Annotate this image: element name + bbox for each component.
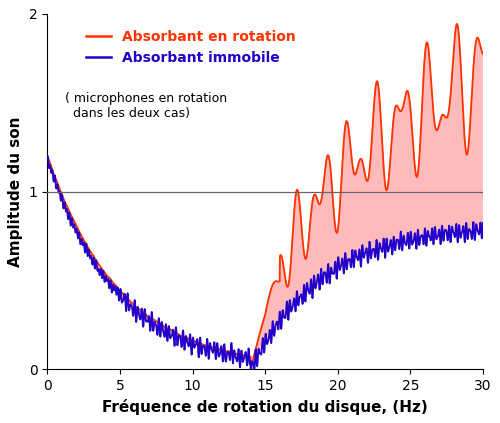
Text: ( microphones en rotation
  dans les deux cas): ( microphones en rotation dans les deux …: [65, 92, 227, 120]
Y-axis label: Amplitude du son: Amplitude du son: [8, 116, 24, 267]
X-axis label: Fréquence de rotation du disque, (Hz): Fréquence de rotation du disque, (Hz): [102, 398, 428, 415]
Legend: Absorbant en rotation, Absorbant immobile: Absorbant en rotation, Absorbant immobil…: [80, 25, 302, 70]
